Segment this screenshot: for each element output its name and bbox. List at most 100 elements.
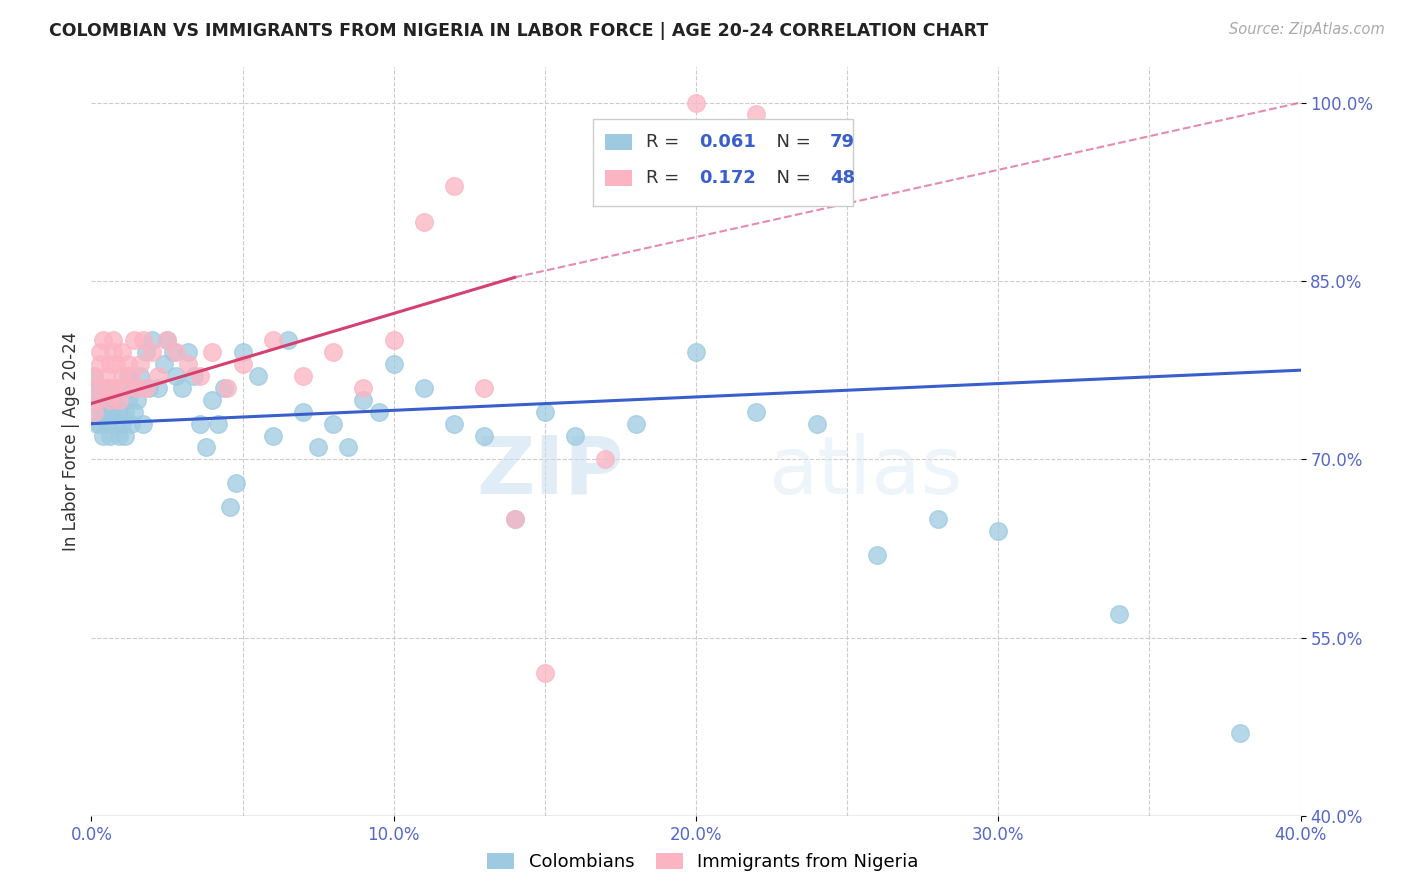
Point <box>104 381 127 395</box>
Point <box>246 369 269 384</box>
Point <box>101 345 124 359</box>
Point <box>114 428 136 442</box>
Point <box>443 417 465 431</box>
Point <box>277 334 299 348</box>
Point <box>141 334 163 348</box>
Point <box>806 417 828 431</box>
Text: atlas: atlas <box>769 433 963 510</box>
Point <box>83 369 105 384</box>
Point <box>114 405 136 419</box>
Point <box>472 428 495 442</box>
Point <box>125 392 148 407</box>
Point <box>564 428 586 442</box>
Point <box>201 345 224 359</box>
Point <box>96 392 118 407</box>
Point <box>214 381 236 395</box>
Point <box>96 417 118 431</box>
Point <box>104 417 127 431</box>
Point <box>413 381 436 395</box>
Point <box>153 357 176 371</box>
Point <box>89 392 111 407</box>
Point <box>86 392 108 407</box>
Point <box>322 345 344 359</box>
Point <box>107 392 129 407</box>
Point <box>107 405 129 419</box>
Point <box>262 428 284 442</box>
Text: 0.061: 0.061 <box>700 133 756 151</box>
Point <box>117 392 139 407</box>
Point <box>107 428 129 442</box>
Point <box>111 369 132 384</box>
Point <box>382 357 405 371</box>
Point <box>98 381 121 395</box>
Point <box>132 334 155 348</box>
Point <box>98 357 121 371</box>
Point <box>146 369 169 384</box>
Point <box>122 405 145 419</box>
Point <box>122 334 145 348</box>
Point <box>352 392 374 407</box>
Point <box>83 369 105 384</box>
Point <box>231 345 253 359</box>
Point <box>120 417 142 431</box>
Point <box>117 369 139 384</box>
Point <box>111 417 132 431</box>
Text: Source: ZipAtlas.com: Source: ZipAtlas.com <box>1229 22 1385 37</box>
Point <box>98 392 121 407</box>
Point <box>89 357 111 371</box>
Point <box>132 417 155 431</box>
Text: N =: N = <box>765 133 817 151</box>
Point <box>114 381 136 395</box>
Point <box>745 107 768 121</box>
Legend: Colombians, Immigrants from Nigeria: Colombians, Immigrants from Nigeria <box>479 846 927 879</box>
Point <box>93 405 115 419</box>
Point <box>120 369 142 384</box>
Point <box>443 178 465 193</box>
Point <box>533 405 555 419</box>
FancyBboxPatch shape <box>593 120 853 205</box>
Point <box>225 476 247 491</box>
Point <box>101 392 124 407</box>
Point <box>83 405 105 419</box>
Point <box>138 381 160 395</box>
Point <box>104 381 127 395</box>
Text: ZIP: ZIP <box>477 433 623 510</box>
Point <box>1108 607 1130 621</box>
Point <box>98 405 121 419</box>
Point <box>866 548 889 562</box>
Point <box>89 417 111 431</box>
Point <box>352 381 374 395</box>
Point <box>177 345 200 359</box>
Point <box>156 334 179 348</box>
Point <box>111 381 132 395</box>
Point <box>89 381 111 395</box>
Point <box>503 512 526 526</box>
Point <box>367 405 389 419</box>
Text: 0.172: 0.172 <box>700 169 756 186</box>
Point <box>503 512 526 526</box>
Point <box>111 345 132 359</box>
Point <box>101 334 124 348</box>
Point <box>128 357 150 371</box>
Point <box>745 405 768 419</box>
Point <box>183 369 205 384</box>
Point <box>86 381 108 395</box>
Point <box>93 392 115 407</box>
Point <box>165 345 187 359</box>
Point <box>125 381 148 395</box>
Point <box>322 417 344 431</box>
Point <box>231 357 253 371</box>
Text: R =: R = <box>647 133 685 151</box>
Point <box>89 345 111 359</box>
Y-axis label: In Labor Force | Age 20-24: In Labor Force | Age 20-24 <box>62 332 80 551</box>
Point <box>83 405 105 419</box>
Point <box>413 214 436 228</box>
Point <box>86 381 108 395</box>
Point <box>595 452 617 467</box>
Point <box>188 369 211 384</box>
Point <box>96 381 118 395</box>
Point <box>96 381 118 395</box>
Point <box>117 357 139 371</box>
Point <box>382 334 405 348</box>
Point <box>96 369 118 384</box>
